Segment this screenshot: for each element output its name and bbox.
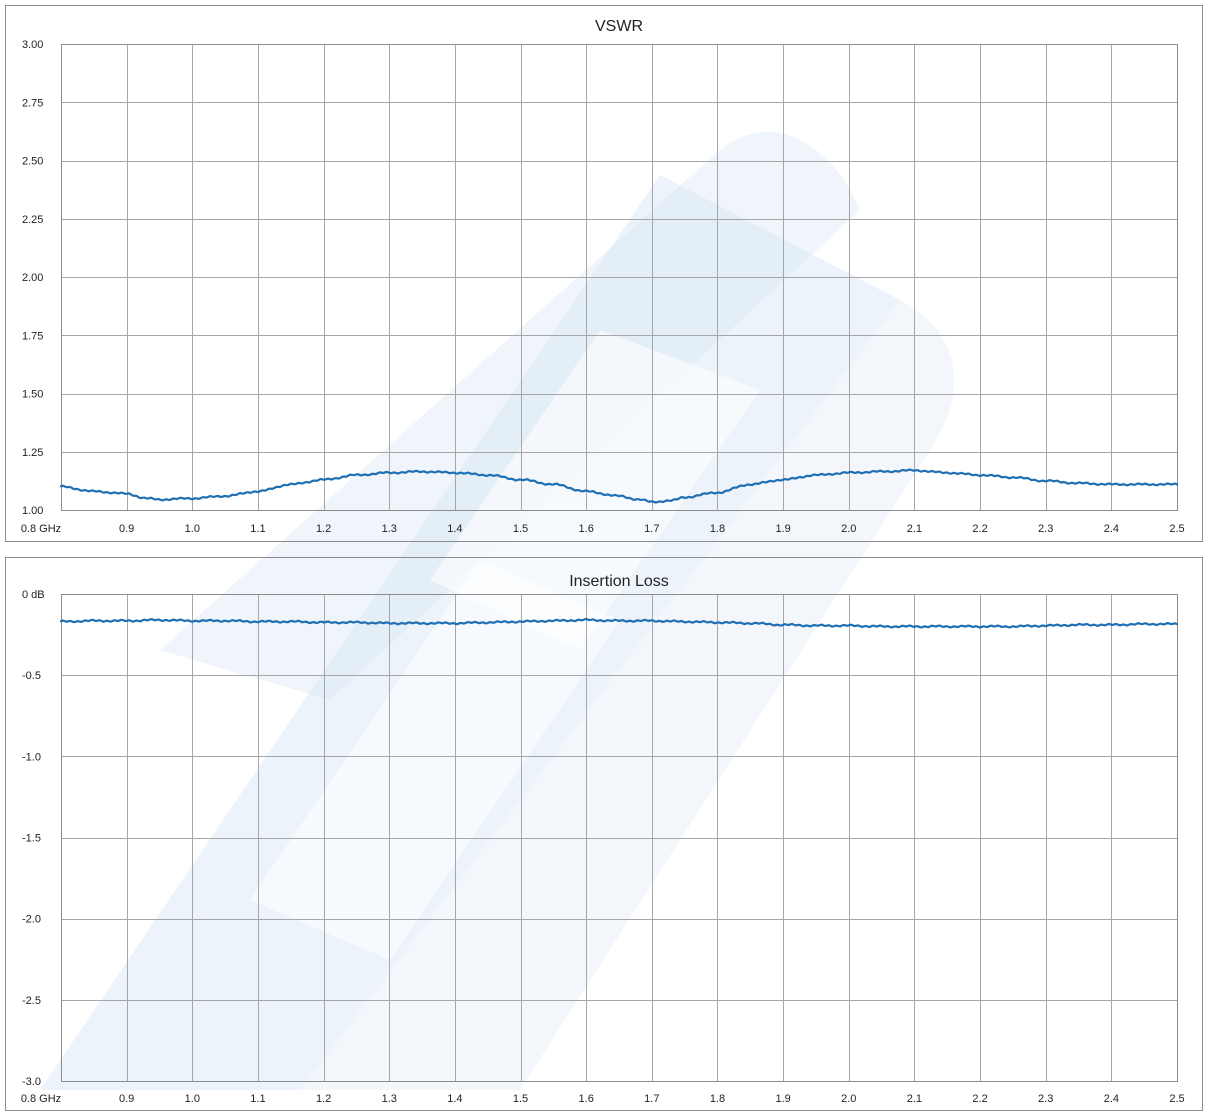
y-tick-label: 1.25 — [22, 447, 43, 459]
y-tick-label: 1.50 — [22, 389, 43, 401]
y-tick-label: 2.50 — [22, 156, 43, 168]
x-tick-label: 1.5 — [513, 523, 528, 535]
series-line — [59, 468, 1179, 504]
x-tick-label: 1.6 — [579, 523, 594, 535]
series-line — [59, 617, 1179, 629]
x-tick-label: 2.1 — [907, 523, 922, 535]
y-tick-label: -2.5 — [22, 995, 41, 1007]
y-tick-label: -1.0 — [22, 751, 41, 763]
y-tick-label: 2.75 — [22, 97, 43, 109]
y-tick-label: 3.00 — [22, 39, 43, 51]
plot-area — [61, 44, 1178, 511]
x-tick-label: 2.0 — [841, 1093, 856, 1105]
y-tick-label: 2.00 — [22, 272, 43, 284]
x-tick-label: 2.4 — [1104, 523, 1119, 535]
x-tick-label: 2.2 — [972, 523, 987, 535]
x-tick-label: 2.2 — [972, 1093, 987, 1105]
x-tick-label: 1.4 — [447, 523, 462, 535]
chart-border — [5, 5, 1203, 542]
pe-logo-watermark-icon — [40, 132, 954, 1090]
x-tick-label: 1.5 — [513, 1093, 528, 1105]
chart-panel-insertion-loss: Insertion Loss 0 dB -0.5 -1.0 -1.5 -2.0 -2.5 -3… — [5, 557, 1203, 1111]
chart-title: VSWR — [595, 18, 643, 35]
y-tick-label: -3.0 — [22, 1076, 41, 1088]
x-tick-label: 2.1 — [907, 1093, 922, 1105]
plot-area — [61, 594, 1178, 1082]
x-tick-label: 2.3 — [1038, 523, 1053, 535]
x-tick-label: 1.3 — [382, 523, 397, 535]
x-tick-label: 0.9 — [119, 523, 134, 535]
x-tick-label: 0.8 GHz — [21, 1093, 61, 1105]
x-tick-label: 1.0 — [185, 523, 200, 535]
y-tick-label: 1.00 — [22, 505, 43, 517]
x-tick-label: 1.2 — [316, 523, 331, 535]
x-tick-label: 0.8 GHz — [21, 523, 61, 535]
x-tick-label: 2.0 — [841, 523, 856, 535]
chart-title: Insertion Loss — [569, 573, 669, 590]
x-tick-label: 1.1 — [250, 1093, 265, 1105]
x-tick-label: 1.9 — [775, 1093, 790, 1105]
x-tick-label: 1.8 — [710, 1093, 725, 1105]
x-tick-label: 1.0 — [185, 1093, 200, 1105]
y-tick-label: 0 dB — [22, 589, 45, 601]
y-tick-label: -2.0 — [22, 914, 41, 926]
x-tick-label: 1.4 — [447, 1093, 462, 1105]
x-tick-label: 2.5 — [1169, 1093, 1184, 1105]
x-tick-label: 1.7 — [644, 1093, 659, 1105]
x-tick-label: 2.5 — [1169, 523, 1184, 535]
x-tick-label: 1.7 — [644, 523, 659, 535]
y-tick-label: -0.5 — [22, 670, 41, 682]
x-tick-label: 1.3 — [382, 1093, 397, 1105]
x-tick-label: 2.4 — [1104, 1093, 1119, 1105]
x-tick-label: 1.9 — [775, 523, 790, 535]
y-tick-label: -1.5 — [22, 833, 41, 845]
chart-panel-vswr: VSWR 1.00 1.25 1.50 1.75 2.00 2.25 2.50 2.75 3.00… — [5, 5, 1203, 542]
x-tick-label: 1.8 — [710, 523, 725, 535]
x-tick-label: 1.6 — [579, 1093, 594, 1105]
x-tick-label: 2.3 — [1038, 1093, 1053, 1105]
y-tick-label: 2.25 — [22, 214, 43, 226]
x-tick-label: 0.9 — [119, 1093, 134, 1105]
x-tick-label: 1.1 — [250, 523, 265, 535]
y-tick-label: 1.75 — [22, 330, 43, 342]
x-tick-label: 1.2 — [316, 1093, 331, 1105]
chart-border — [5, 557, 1203, 1111]
